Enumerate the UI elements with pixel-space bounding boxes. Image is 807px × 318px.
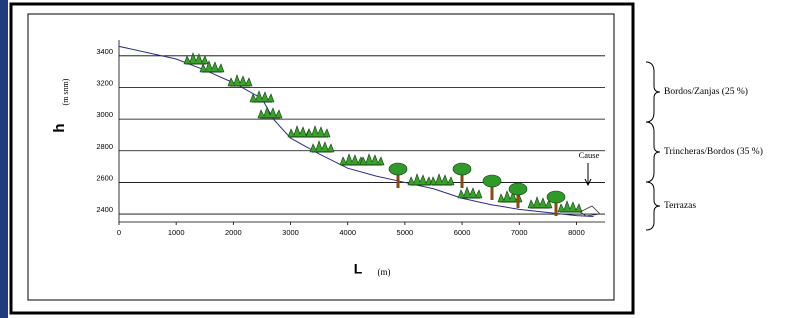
annotation: Bordos/Zanjas (25 %) xyxy=(664,86,748,97)
bush xyxy=(458,187,482,198)
x-tick-label: 6000 xyxy=(454,228,471,237)
y-tick-label: 2400 xyxy=(96,205,113,214)
bush xyxy=(306,126,330,137)
y-axis-unit: (m snm) xyxy=(61,78,70,105)
x-axis-unit: (m) xyxy=(378,267,391,277)
x-tick-label: 1000 xyxy=(168,228,185,237)
x-tick-label: 3000 xyxy=(282,228,299,237)
channel xyxy=(580,206,600,216)
x-tick-label: 8000 xyxy=(568,228,585,237)
brace xyxy=(646,122,660,182)
bush xyxy=(310,141,334,152)
page: {"chart_data": {"type": "line", "ylabel"… xyxy=(0,0,807,318)
x-axis-label: L xyxy=(354,261,363,277)
side-strip xyxy=(0,0,8,318)
x-tick-label: 4000 xyxy=(339,228,356,237)
y-tick-label: 2800 xyxy=(96,142,113,151)
y-tick-label: 3400 xyxy=(96,47,113,56)
y-axis-label: h xyxy=(51,123,68,132)
arrow xyxy=(585,163,591,185)
x-tick-label: 5000 xyxy=(397,228,414,237)
inner-frame xyxy=(28,14,614,300)
bush xyxy=(228,75,252,86)
brace xyxy=(646,182,660,230)
brace xyxy=(646,62,660,122)
tree xyxy=(389,163,407,188)
annotation: Trincheras/Bordos (35 %) xyxy=(664,146,763,157)
y-tick-label: 3200 xyxy=(96,78,113,87)
x-tick-label: 2000 xyxy=(225,228,242,237)
chart: 2400 2600 2800 3000 3200 3400 0 1000 2000 3000 400… xyxy=(0,0,807,318)
y-tick-label: 2600 xyxy=(96,173,113,182)
bush xyxy=(360,154,384,165)
bush xyxy=(558,201,582,212)
bush xyxy=(430,174,454,185)
x-tick-label: 0 xyxy=(117,228,121,237)
tree xyxy=(453,163,471,188)
bush xyxy=(250,91,274,102)
tree xyxy=(483,175,501,200)
y-tick-label: 3000 xyxy=(96,110,113,119)
annotation: Terrazas xyxy=(664,201,696,211)
vegetation xyxy=(184,53,600,216)
annotation: Cause xyxy=(579,150,600,160)
x-tick-label: 7000 xyxy=(511,228,528,237)
bush xyxy=(408,174,432,185)
bush xyxy=(184,53,208,64)
